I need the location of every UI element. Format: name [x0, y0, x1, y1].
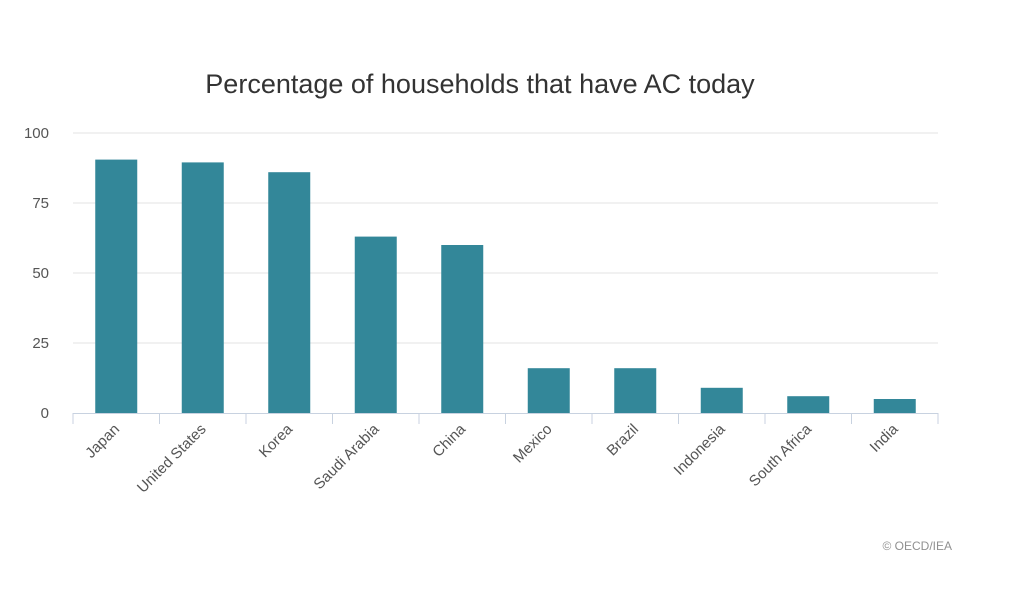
bar-saudi-arabia — [354, 236, 397, 413]
x-tick-label: Mexico — [510, 421, 556, 467]
credit-text: © OECD/IEA — [882, 539, 952, 553]
bar-brazil — [614, 368, 657, 413]
x-tick-label: United States — [134, 421, 210, 497]
bar-mexico — [527, 368, 570, 413]
bar-south-africa — [787, 396, 830, 413]
x-axis — [72, 413, 939, 424]
bar-china — [441, 245, 484, 413]
x-axis-tick-labels: Japan United States Korea Saudi Arabia China… — [82, 420, 902, 496]
y-axis-tick-labels: 0 25 50 75 100 — [24, 125, 49, 422]
bar-korea — [268, 172, 311, 413]
x-tick-label: Saudi Arabia — [310, 420, 383, 493]
x-tick-label: Brazil — [604, 421, 643, 460]
y-tick-label: 100 — [24, 125, 49, 142]
y-tick-label: 0 — [41, 405, 49, 422]
x-tick-label: Japan — [82, 421, 123, 462]
bar-japan — [95, 159, 138, 413]
bars — [95, 159, 916, 413]
x-tick-label: India — [867, 420, 902, 455]
x-tick-label: Indonesia — [671, 420, 729, 478]
bar-indonesia — [700, 387, 743, 413]
x-tick-label: Korea — [256, 420, 297, 461]
x-tick-label: South Africa — [746, 420, 816, 490]
chart-title: Percentage of households that have AC to… — [205, 69, 755, 99]
bar-united-states — [181, 162, 224, 413]
y-tick-label: 25 — [32, 335, 49, 352]
bar-india — [873, 399, 916, 413]
x-tick-label: China — [429, 420, 469, 460]
y-tick-label: 50 — [32, 265, 49, 282]
y-tick-label: 75 — [32, 195, 49, 212]
